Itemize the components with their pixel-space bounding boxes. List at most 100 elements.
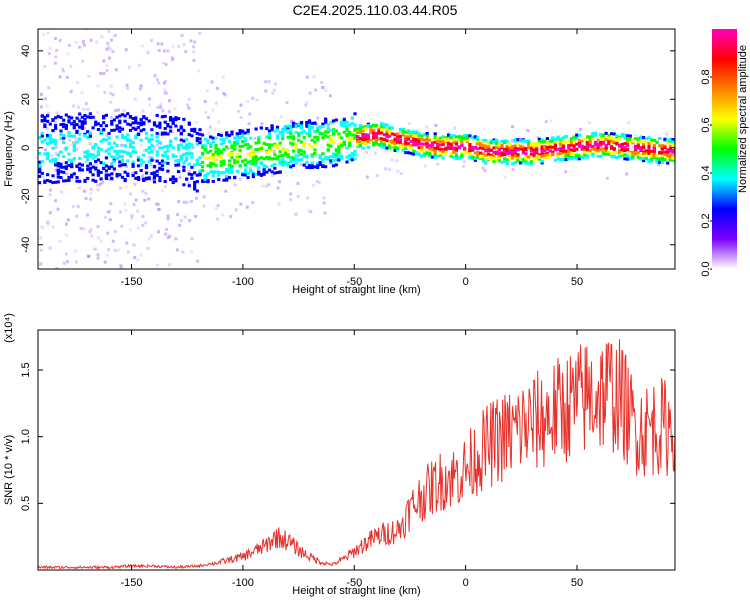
spectrogram-band-cell xyxy=(291,163,296,167)
spectrogram-band-cell xyxy=(139,162,143,166)
spectrogram-band-cell xyxy=(348,154,352,158)
spectrogram-band-cell xyxy=(401,127,405,131)
spectrogram-band-cell xyxy=(243,131,247,135)
spectrogram-noise-cell xyxy=(166,236,170,239)
spectrogram-band-cell xyxy=(527,141,531,145)
spectrogram-band-cell xyxy=(356,135,360,138)
spectrogram-band-cell xyxy=(86,154,90,158)
spectrogram-band-cell xyxy=(460,140,464,144)
spectrogram-band-cell xyxy=(78,125,82,129)
spectrogram-noise-cell xyxy=(309,210,313,214)
spectrogram-band-cell xyxy=(209,135,213,139)
spectrogram-noise-cell xyxy=(170,56,174,59)
spectrogram-band-cell xyxy=(639,153,643,157)
spectrogram-band-cell xyxy=(425,134,429,138)
spectrogram-noise-cell xyxy=(171,57,175,61)
spectrogram-band-cell xyxy=(160,153,165,157)
spectrogram-noise-cell xyxy=(47,111,50,115)
spectrogram-band-cell xyxy=(281,163,285,167)
spectrogram-noise-cell xyxy=(66,52,70,56)
spectrogram-band-cell xyxy=(225,174,229,178)
spectrogram-noise-cell xyxy=(268,147,271,151)
spectrogram-band-cell xyxy=(358,140,362,144)
spectrogram-band-cell xyxy=(118,160,122,164)
spectrogram-band-cell xyxy=(463,138,467,142)
spectrogram-band-cell xyxy=(160,115,165,119)
spectrogram-band-cell xyxy=(441,140,445,143)
spectrogram-noise-cell xyxy=(94,162,98,166)
spectrogram-noise-cell xyxy=(248,112,252,116)
spectrogram-band-cell xyxy=(70,159,74,163)
spectrogram-band-cell xyxy=(593,151,598,154)
spectrogram-band-cell xyxy=(270,124,274,128)
spectrogram-band-cell xyxy=(262,164,266,168)
spectrogram-band-cell xyxy=(607,134,611,138)
spectrogram-band-cell xyxy=(171,119,175,123)
spectrogram-band-cell xyxy=(340,123,344,127)
spectrogram-band-cell xyxy=(305,120,309,124)
spectrogram-noise-cell xyxy=(94,247,98,251)
spectrogram-noise-cell xyxy=(111,239,115,243)
spectrogram-band-cell xyxy=(235,169,239,173)
spectrogram-band-cell xyxy=(374,132,378,135)
spectrogram-band-cell xyxy=(425,138,429,141)
spectrogram-band-cell xyxy=(337,154,341,158)
spectrogram-noise-cell xyxy=(130,216,134,220)
spectrogram-noise-cell xyxy=(107,177,111,181)
spectrogram-band-cell xyxy=(99,147,103,151)
spectrogram-band-cell xyxy=(626,137,630,141)
spectrogram-noise-cell xyxy=(511,125,514,129)
spectrogram-noise-cell xyxy=(384,148,388,152)
spectrogram-band-cell xyxy=(529,160,533,164)
spectrogram-band-cell xyxy=(321,125,325,128)
spectrogram-noise-cell xyxy=(46,220,50,224)
spectrogram-band-cell xyxy=(307,120,312,124)
spectrogram-band-cell xyxy=(67,178,71,182)
spectrogram-band-cell xyxy=(267,129,272,133)
spectrogram-band-cell xyxy=(147,119,151,123)
spectrogram-band-cell xyxy=(449,152,453,156)
spectrogram-band-cell xyxy=(211,174,215,178)
spectrogram-band-cell xyxy=(281,148,285,152)
spectrogram-band-cell xyxy=(324,157,328,161)
spectrogram-noise-cell xyxy=(453,126,457,130)
spectrogram-noise-cell xyxy=(114,68,118,72)
spectrogram-noise-cell xyxy=(99,239,103,243)
spectrogram-band-cell xyxy=(316,129,320,132)
spectrogram-band-cell xyxy=(588,135,592,139)
spectrogram-band-cell xyxy=(412,134,416,137)
spectrogram-band-cell xyxy=(169,178,173,182)
spectrogram-band-cell xyxy=(241,159,245,163)
spectrogram-band-cell xyxy=(54,163,58,167)
spectrogram-band-cell xyxy=(388,146,392,150)
spectrogram-band-cell xyxy=(623,157,627,161)
spectrogram-band-cell xyxy=(182,161,186,165)
spectrogram-band-cell xyxy=(289,126,293,130)
spectrogram-band-cell xyxy=(249,136,253,140)
spectrogram-band-cell xyxy=(302,154,306,158)
snr-series-line xyxy=(38,339,675,570)
spectrogram-band-cell xyxy=(155,159,159,163)
spectrogram-band-cell xyxy=(152,123,157,127)
spectrogram-band-cell xyxy=(385,130,389,134)
spectrogram-band-cell xyxy=(626,148,630,151)
spectrogram-noise-cell xyxy=(74,260,78,264)
spectrogram-band-cell xyxy=(428,153,432,157)
spectrogram-band-cell xyxy=(628,140,632,144)
spectrogram-noise-cell xyxy=(89,164,93,168)
spectrogram-band-cell xyxy=(324,130,328,134)
spectrogram-noise-cell xyxy=(82,189,86,193)
spectrogram-band-cell xyxy=(559,142,563,146)
spectrogram-band-cell xyxy=(251,172,255,176)
spectrogram-band-cell xyxy=(273,171,277,175)
spectrogram-band-cell xyxy=(62,141,66,145)
spectrogram-band-cell xyxy=(380,131,384,135)
colorbar-tick-label: 0.4 xyxy=(700,165,712,180)
spectrogram-band-cell xyxy=(59,133,63,137)
spectrogram-band-cell xyxy=(104,149,108,153)
spectrogram-band-cell xyxy=(96,173,100,177)
spectrogram-band-cell xyxy=(190,128,194,132)
spectrogram-band-cell xyxy=(348,132,352,136)
